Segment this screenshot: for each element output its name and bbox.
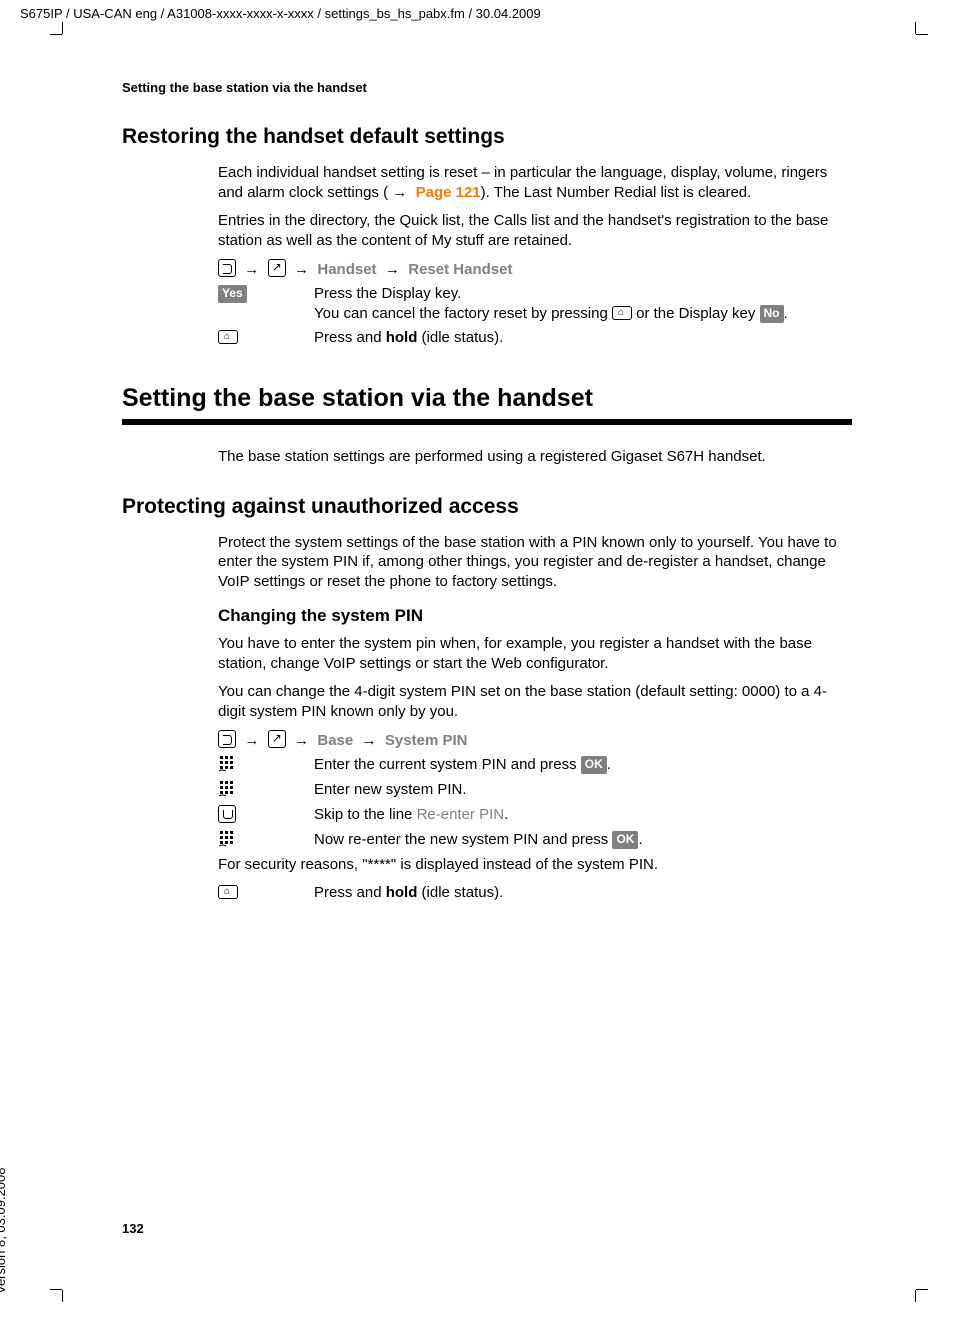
text: Enter the current system PIN and press bbox=[314, 756, 581, 773]
page-link[interactable]: Page 121 bbox=[416, 184, 481, 201]
section-title-restoring: Restoring the handset default settings bbox=[122, 125, 852, 149]
paragraph: The base station settings are performed … bbox=[218, 447, 852, 467]
instruction-row: Enter new system PIN. bbox=[218, 780, 852, 801]
arrow-icon: → bbox=[244, 732, 259, 749]
text: Enter new system PIN. bbox=[314, 780, 852, 801]
keypad-icon bbox=[218, 755, 236, 773]
menu-path: → ↗ → Base → System PIN bbox=[218, 730, 852, 749]
crop-mark bbox=[915, 1290, 916, 1302]
text-bold: hold bbox=[386, 329, 418, 346]
instruction-row: Press and hold (idle status). bbox=[218, 883, 852, 903]
hangup-key-icon bbox=[218, 885, 238, 899]
arrow-icon: → bbox=[244, 261, 259, 278]
doc-path-header: S675IP / USA-CAN eng / A31008-xxxx-xxxx-… bbox=[20, 6, 541, 21]
version-label: Version 8, 03.09.2008 bbox=[0, 1168, 8, 1295]
nav-right-icon bbox=[218, 259, 236, 277]
ok-softkey: OK bbox=[612, 831, 638, 849]
instruction-row: Yes Press the Display key. You can cance… bbox=[218, 284, 852, 324]
field-label: Re-enter PIN bbox=[417, 806, 505, 823]
menu-item: System PIN bbox=[385, 732, 468, 749]
running-header: Setting the base station via the handset bbox=[122, 80, 852, 95]
menu-path: → ↗ → Handset → Reset Handset bbox=[218, 259, 852, 278]
subsection-title-changing-pin: Changing the system PIN bbox=[218, 606, 852, 626]
yes-softkey: Yes bbox=[218, 285, 247, 303]
text-bold: hold bbox=[386, 884, 418, 901]
nav-down-icon bbox=[218, 805, 236, 823]
text: or the Display key bbox=[632, 305, 760, 322]
text: Now re-enter the new system PIN and pres… bbox=[314, 831, 612, 848]
keypad-icon bbox=[218, 830, 236, 848]
section-title-main: Setting the base station via the handset bbox=[122, 384, 852, 413]
crop-mark bbox=[916, 34, 928, 35]
text: Press and bbox=[314, 884, 386, 901]
arrow-icon: → bbox=[294, 261, 309, 278]
section-title-protecting: Protecting against unauthorized access bbox=[122, 495, 852, 519]
instruction-row: Press and hold (idle status). bbox=[218, 328, 852, 348]
paragraph: For security reasons, "****" is displaye… bbox=[218, 855, 852, 875]
ok-softkey: OK bbox=[581, 756, 607, 774]
paragraph: Entries in the directory, the Quick list… bbox=[218, 211, 852, 251]
menu-item: Base bbox=[317, 732, 353, 749]
text: (idle status). bbox=[417, 329, 503, 346]
crop-mark bbox=[62, 1290, 63, 1302]
keypad-icon bbox=[218, 780, 236, 798]
menu-key-icon: ↗ bbox=[268, 730, 286, 748]
text: (idle status). bbox=[417, 884, 503, 901]
instruction-row: Now re-enter the new system PIN and pres… bbox=[218, 830, 852, 851]
text: ). The Last Number Redial list is cleare… bbox=[481, 184, 752, 201]
heading-rule bbox=[122, 419, 852, 425]
crop-mark bbox=[50, 34, 62, 35]
hangup-key-icon bbox=[612, 306, 632, 320]
instruction-row: Enter the current system PIN and press O… bbox=[218, 755, 852, 776]
arrow-icon: → bbox=[385, 261, 400, 278]
crop-mark bbox=[915, 22, 916, 34]
text: Skip to the line bbox=[314, 806, 417, 823]
menu-item: Handset bbox=[317, 261, 376, 278]
hangup-key-icon bbox=[218, 330, 238, 344]
text: Press and bbox=[314, 329, 386, 346]
page-content: Setting the base station via the handset… bbox=[122, 80, 852, 907]
nav-right-icon bbox=[218, 730, 236, 748]
crop-mark bbox=[916, 1289, 928, 1290]
arrow-icon: → bbox=[392, 184, 407, 201]
page-number: 132 bbox=[122, 1221, 144, 1236]
crop-mark bbox=[50, 1289, 62, 1290]
text: Press the Display key. bbox=[314, 285, 461, 302]
arrow-icon: → bbox=[294, 732, 309, 749]
paragraph: You can change the 4-digit system PIN se… bbox=[218, 682, 852, 722]
no-softkey: No bbox=[760, 305, 784, 323]
paragraph: Each individual handset setting is reset… bbox=[218, 163, 852, 203]
menu-item: Reset Handset bbox=[408, 261, 512, 278]
arrow-icon: → bbox=[362, 732, 377, 749]
instruction-row: Skip to the line Re-enter PIN. bbox=[218, 805, 852, 826]
menu-key-icon: ↗ bbox=[268, 259, 286, 277]
paragraph: Protect the system settings of the base … bbox=[218, 533, 852, 593]
text: You can cancel the factory reset by pres… bbox=[314, 305, 612, 322]
crop-mark bbox=[62, 22, 63, 34]
paragraph: You have to enter the system pin when, f… bbox=[218, 634, 852, 674]
